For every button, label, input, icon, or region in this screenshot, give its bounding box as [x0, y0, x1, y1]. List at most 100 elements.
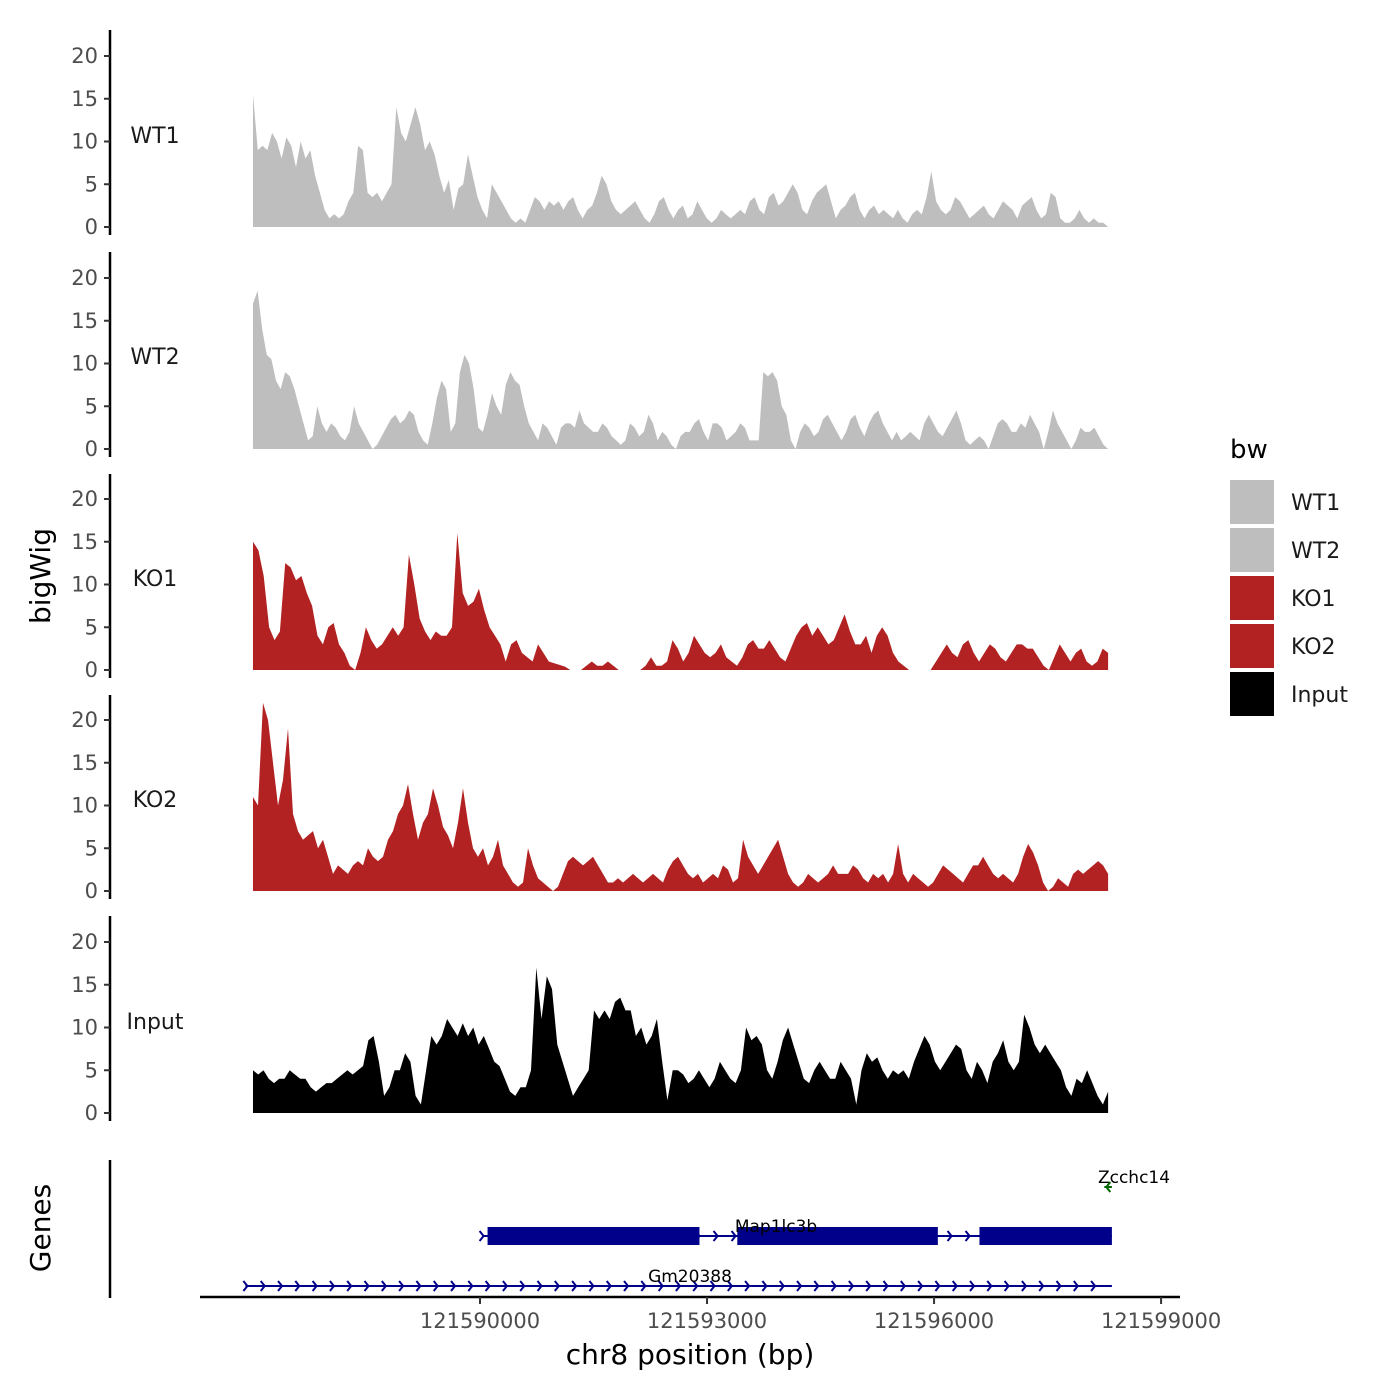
strand-chevron — [727, 1280, 734, 1292]
strand-chevron — [813, 1280, 820, 1292]
y-tick-label: 5 — [85, 172, 98, 196]
strand-chevron — [536, 1280, 543, 1292]
gene-zcchc14: Zcchc14 — [1098, 1168, 1170, 1193]
gene-label: Zcchc14 — [1098, 1168, 1170, 1188]
y-tick-label: 0 — [85, 215, 98, 239]
track-label: KO2 — [133, 788, 178, 813]
gene-exon — [979, 1227, 1112, 1245]
strand-chevron — [1055, 1280, 1062, 1292]
track-input: 0 5 10 15 20 Input — [71, 916, 1109, 1125]
y-tick-label: 15 — [71, 973, 98, 997]
strand-chevron — [761, 1280, 768, 1292]
strand-chevron — [259, 1280, 266, 1292]
legend-swatch-ko1 — [1230, 576, 1274, 620]
legend-label: WT2 — [1291, 539, 1340, 564]
strand-chevron — [946, 1230, 953, 1242]
gene-map1lc3b: Map1lc3b — [478, 1217, 1112, 1245]
gene-exon — [487, 1227, 700, 1245]
strand-chevron — [709, 1280, 716, 1292]
signal-area-input — [252, 967, 1109, 1113]
y-tick-label: 5 — [85, 836, 98, 860]
strand-chevron — [675, 1280, 682, 1292]
y-tick-label: 15 — [71, 751, 98, 775]
y-tick-label: 20 — [71, 930, 98, 954]
legend-label: KO2 — [1291, 635, 1336, 660]
strand-chevron — [692, 1280, 699, 1292]
y-axis-title: bigWig — [24, 528, 57, 624]
signal-area-ko2 — [252, 702, 1109, 891]
x-axis-title: chr8 position (bp) — [566, 1338, 815, 1371]
strand-chevron — [1021, 1280, 1028, 1292]
strand-chevron — [969, 1280, 976, 1292]
strand-chevron — [1003, 1280, 1010, 1292]
y-tick-label: 20 — [71, 708, 98, 732]
legend-swatch-ko2 — [1230, 624, 1274, 668]
strand-chevron — [865, 1280, 872, 1292]
strand-chevron — [242, 1280, 249, 1292]
gene-label: Map1lc3b — [735, 1217, 817, 1237]
y-tick-label: 5 — [85, 394, 98, 418]
y-tick-label: 20 — [71, 487, 98, 511]
strand-chevron — [329, 1280, 336, 1292]
y-tick-label: 10 — [71, 794, 98, 818]
y-tick-label: 15 — [71, 87, 98, 111]
strand-chevron — [381, 1280, 388, 1292]
genes-axis-title: Genes — [24, 1184, 57, 1272]
gene-exon — [737, 1227, 938, 1245]
y-tick-label: 10 — [71, 573, 98, 597]
y-tick-label: 20 — [71, 44, 98, 68]
y-tick-label: 5 — [85, 615, 98, 639]
strand-chevron — [277, 1280, 284, 1292]
track-ko1: 0 5 10 15 20 KO1 — [71, 474, 1109, 682]
y-tick-label: 0 — [85, 879, 98, 903]
y-tick-label: 15 — [71, 530, 98, 554]
strand-chevron — [1073, 1280, 1080, 1292]
strand-chevron — [432, 1280, 439, 1292]
y-tick-label: 10 — [71, 130, 98, 154]
signal-area-wt1 — [252, 94, 1109, 227]
strand-chevron — [1090, 1280, 1097, 1292]
strand-chevron — [951, 1280, 958, 1292]
track-label: WT1 — [130, 124, 179, 149]
track-label: KO1 — [133, 567, 178, 592]
genes-track: Zcchc14 Map1lc3b Gm20388 — [108, 1160, 1170, 1298]
strand-chevron — [640, 1280, 647, 1292]
legend-label: KO1 — [1291, 587, 1336, 612]
strand-chevron — [934, 1280, 941, 1292]
x-tick-label: 121590000 — [420, 1309, 540, 1333]
strand-chevron — [657, 1280, 664, 1292]
strand-chevron — [294, 1280, 301, 1292]
legend-label: Input — [1291, 683, 1348, 708]
strand-chevron — [986, 1280, 993, 1292]
y-tick-label: 20 — [71, 266, 98, 290]
signal-area-wt2 — [252, 290, 1109, 449]
track-label: WT2 — [130, 345, 179, 370]
y-tick-label: 10 — [71, 352, 98, 376]
x-tick-label: 121599000 — [1101, 1309, 1221, 1333]
strand-chevron — [415, 1280, 422, 1292]
strand-chevron — [900, 1280, 907, 1292]
strand-chevron — [848, 1280, 855, 1292]
strand-chevron — [623, 1280, 630, 1292]
strand-chevron — [830, 1280, 837, 1292]
y-tick-label: 15 — [71, 309, 98, 333]
legend-swatch-wt2 — [1230, 528, 1274, 572]
strand-chevron — [519, 1280, 526, 1292]
strand-chevron — [502, 1280, 509, 1292]
x-tick-label: 121596000 — [874, 1309, 994, 1333]
strand-chevron — [484, 1280, 491, 1292]
legend: bw WT1 WT2 KO1 KO2 Input — [1230, 435, 1348, 716]
y-tick-label: 10 — [71, 1016, 98, 1040]
strand-chevron — [917, 1280, 924, 1292]
strand-chevron — [363, 1280, 370, 1292]
strand-chevron — [571, 1280, 578, 1292]
strand-chevron — [778, 1280, 785, 1292]
y-tick-label: 0 — [85, 658, 98, 682]
strand-chevron — [712, 1230, 719, 1242]
strand-chevron — [467, 1280, 474, 1292]
y-tick-label: 5 — [85, 1058, 98, 1082]
strand-chevron — [964, 1230, 971, 1242]
strand-chevron — [605, 1280, 612, 1292]
x-tick-label: 121593000 — [647, 1309, 767, 1333]
